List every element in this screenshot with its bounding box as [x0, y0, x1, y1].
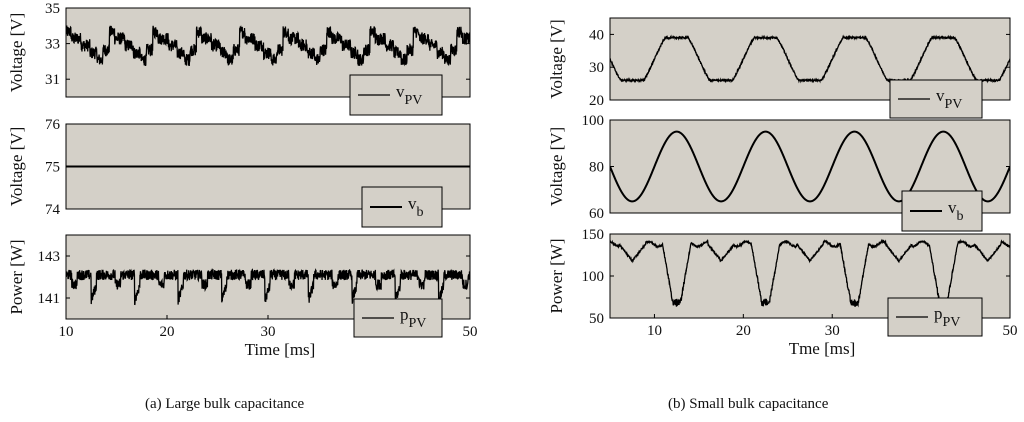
legend-main: p: [934, 304, 943, 323]
chart-a2: 74 75 76 Voltage [V] vb: [7, 117, 471, 228]
series-line-v_b: [610, 130, 1010, 203]
y-tick-label: 100: [582, 269, 605, 285]
y-tick-label: 35: [45, 1, 60, 17]
caption-b: (b) Small bulk capacitance: [668, 396, 829, 412]
y-tick-label: 76: [45, 117, 61, 133]
legend-sub: PV: [943, 315, 961, 330]
y-axis-label: Power [W]: [7, 239, 26, 314]
y-axis-label: Voltage [V]: [7, 127, 26, 206]
y-axis-label: Voltage [V]: [547, 19, 566, 98]
chart-b1: 20 30 40 Voltage [V] vPV: [547, 17, 1011, 119]
legend-main: p: [400, 305, 409, 324]
legend-sub: PV: [405, 93, 423, 108]
series-line-p_PV: [66, 267, 470, 306]
x-tick-label: 10: [647, 323, 662, 339]
x-tick-label: 10: [59, 324, 74, 340]
chart-a3: 141 143 10 20 30 50 Time [ms] Power [W] pPV: [7, 234, 478, 359]
legend-label: vPV: [396, 82, 422, 108]
y-axis-label: Voltage [V]: [547, 127, 566, 206]
legend-label: vb: [408, 194, 424, 220]
y-tick-label: 30: [589, 60, 604, 76]
legend-label: pPV: [400, 305, 426, 331]
caption-a: (a) Large bulk capacitance: [145, 396, 305, 412]
legend: pPV: [353, 298, 443, 338]
x-axis-label: Time [ms]: [245, 340, 316, 359]
chart-b3: 501001501020304050Tme [ms]Power [W]pPV: [547, 227, 1018, 358]
series-line-v_PV: [66, 25, 470, 67]
x-tick-label: 30: [261, 324, 276, 340]
legend: vPV: [349, 74, 443, 116]
y-tick-label: 141: [38, 291, 61, 307]
plot-frame: [65, 7, 471, 98]
y-tick-label: 150: [582, 227, 605, 243]
legend-main: v: [936, 86, 945, 105]
legend-sub: b: [957, 209, 964, 224]
y-tick-label: 50: [589, 311, 604, 327]
legend-sub: b: [417, 205, 424, 220]
legend-label: pPV: [934, 304, 960, 330]
y-tick-label: 75: [45, 160, 60, 176]
y-tick-label: 143: [38, 249, 61, 265]
series-line-v_PV: [610, 34, 1010, 84]
x-tick-label: 20: [736, 323, 751, 339]
legend-sub: PV: [945, 97, 963, 112]
legend-main: v: [396, 82, 405, 101]
y-tick-label: 80: [589, 160, 604, 176]
x-tick-label: 50: [463, 324, 478, 340]
x-axis-label: Tme [ms]: [789, 339, 856, 358]
legend-label: vb: [948, 198, 964, 224]
y-axis-label: Power [W]: [547, 238, 566, 313]
x-tick-label: 20: [160, 324, 175, 340]
y-tick-label: 40: [589, 27, 604, 43]
x-tick-label: 50: [1003, 323, 1018, 339]
y-tick-label: 60: [589, 206, 604, 222]
chart-b2: 60 80 100 Voltage [V] vb: [547, 113, 1011, 232]
legend-main: v: [408, 194, 417, 213]
legend: vb: [361, 186, 443, 228]
plot-frame: [609, 17, 1011, 101]
y-tick-label: 74: [45, 202, 61, 218]
legend: vb: [901, 190, 983, 232]
chart-a1: 31 33 35 Voltage [V] vPV: [7, 1, 471, 116]
y-tick-label: 20: [589, 93, 604, 109]
legend: vPV: [889, 79, 983, 119]
legend: pPV: [887, 297, 983, 337]
x-tick-label: 30: [825, 323, 840, 339]
legend-main: v: [948, 198, 957, 217]
legend-sub: PV: [409, 316, 427, 331]
legend-label: vPV: [936, 86, 962, 112]
y-axis-label: Voltage [V]: [7, 13, 26, 92]
y-tick-label: 33: [45, 37, 60, 53]
y-tick-label: 100: [582, 113, 605, 129]
y-tick-label: 31: [45, 72, 60, 88]
